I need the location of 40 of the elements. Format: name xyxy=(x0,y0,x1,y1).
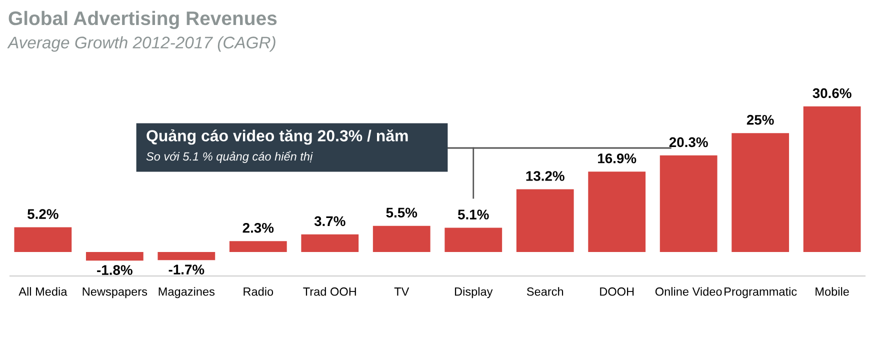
data-label: 3.7% xyxy=(314,216,346,226)
bar xyxy=(372,226,430,252)
bar xyxy=(86,252,144,261)
x-tick-label: Mobile xyxy=(816,287,849,296)
data-label: 2.3% xyxy=(242,222,274,233)
data-label: 30.6% xyxy=(812,88,852,98)
x-tick-label: DOOH xyxy=(600,287,634,296)
x-tick-label: Search xyxy=(526,287,564,296)
chart-title: Global Advertising Revenues xyxy=(8,10,277,30)
bar xyxy=(660,155,718,252)
bar xyxy=(588,172,646,252)
x-tick-label: Magazines xyxy=(158,287,215,298)
data-label: -1.8% xyxy=(97,265,132,275)
chart-subtitle: Average Growth 2012-2017 (CAGR) xyxy=(7,36,276,52)
bar xyxy=(444,228,502,252)
x-tick-label: Display xyxy=(454,287,493,298)
x-tick-label: Online Video xyxy=(655,287,722,296)
bar xyxy=(732,133,790,252)
data-label: 20.3% xyxy=(669,137,708,148)
x-tick-label: TV xyxy=(394,288,410,296)
x-tick-label: Trad OOH xyxy=(303,287,356,296)
x-tick-label: Radio xyxy=(244,287,274,296)
data-label: 16.9% xyxy=(598,153,636,164)
data-label: 5.5% xyxy=(386,208,418,218)
data-label: 5.1% xyxy=(458,210,489,220)
data-label: 25% xyxy=(746,114,774,125)
data-label: -1.7% xyxy=(168,264,204,274)
bar xyxy=(803,106,861,252)
x-tick-label: All Media xyxy=(18,287,68,296)
bar xyxy=(229,241,287,252)
bar xyxy=(516,189,574,252)
bar xyxy=(158,252,216,260)
x-tick-label: Newspapers xyxy=(82,288,148,298)
data-label: 13.2% xyxy=(526,171,564,181)
x-tick-label: Programmatic xyxy=(724,287,797,298)
bar xyxy=(301,234,359,252)
annotation: Quảng cáo video tăng 20.3% / năm xyxy=(146,129,408,145)
data-label: 5.2% xyxy=(28,209,58,219)
bar xyxy=(14,227,72,252)
annotation: So với 5.1 % quảng cáo hiển thị xyxy=(146,151,313,163)
